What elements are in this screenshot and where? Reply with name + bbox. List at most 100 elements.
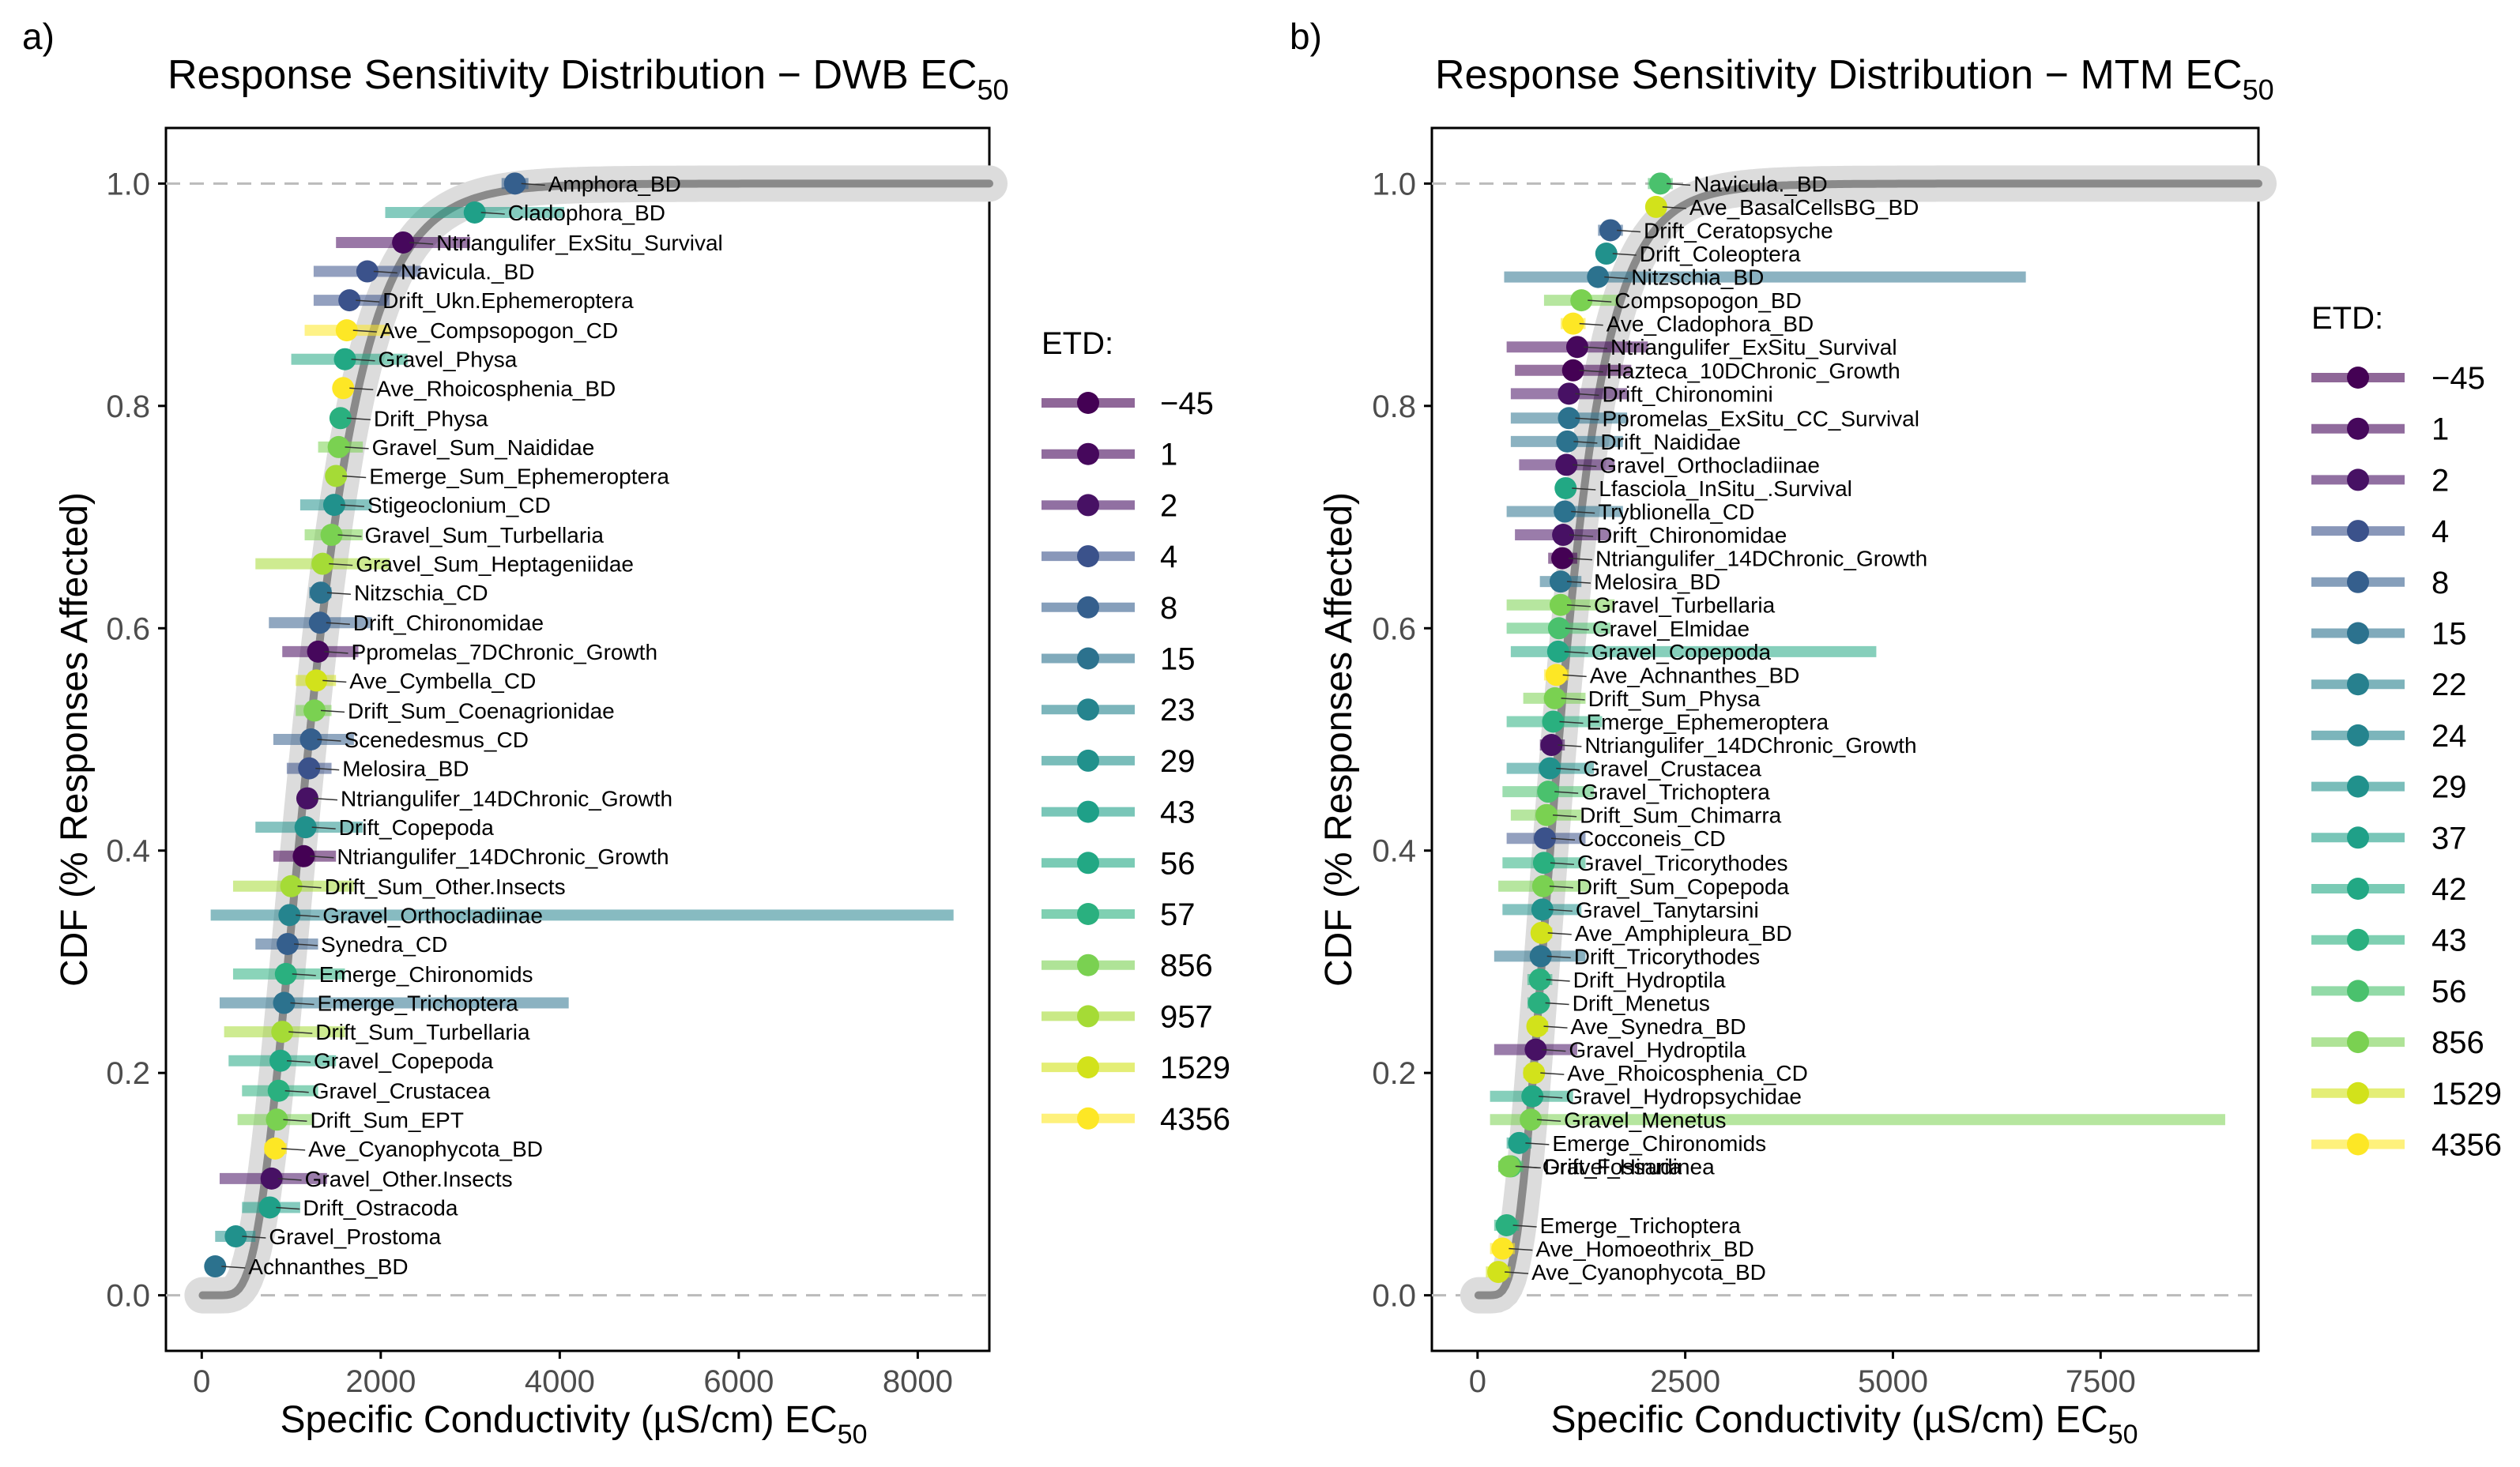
panel-a-y-axis: 0.0 0.2 0.4 0.6 0.8 1.0 xyxy=(106,167,166,1314)
label-leader-line xyxy=(313,797,338,801)
label-leader-line xyxy=(286,1059,311,1063)
point-label: Ave_Rhoicosphenia_BD xyxy=(376,376,616,401)
point-label: Gravel_Hydropsychidae xyxy=(1565,1085,1802,1109)
legend-swatch-point xyxy=(2347,724,2369,747)
panel-b-xlabel-main: Specific Conductivity (µS/cm) EC xyxy=(1551,1399,2108,1441)
data-point xyxy=(1528,968,1551,991)
panel-b-x-axis: 0 2500 5000 7500 xyxy=(1469,1351,2136,1399)
label-leader-line xyxy=(337,534,362,537)
legend-swatch-point xyxy=(1077,596,1099,619)
data-point xyxy=(1535,803,1558,826)
y-tick-label: 1.0 xyxy=(106,167,150,201)
label-leader-line xyxy=(373,270,397,274)
legend-label: 15 xyxy=(2431,617,2467,652)
data-point xyxy=(1552,524,1575,547)
point-label: Stigeoclonium_CD xyxy=(367,493,551,517)
point-label: Drift_Ostracoda xyxy=(303,1195,458,1220)
legend-label: 4356 xyxy=(1160,1102,1230,1137)
x-tick-label: 0 xyxy=(1469,1364,1486,1399)
legend-label: 29 xyxy=(2431,770,2467,805)
legend-swatch-point xyxy=(2347,826,2369,849)
data-point xyxy=(1508,1131,1531,1154)
data-point xyxy=(309,581,332,604)
point-label: Ave_Synedra_BD xyxy=(1571,1014,1746,1039)
point-label: Cladophora_BD xyxy=(508,201,665,225)
label-leader-line xyxy=(480,212,505,215)
point-label: Gravel_Sum_Naididae xyxy=(372,435,595,460)
label-leader-line xyxy=(351,358,375,362)
data-point xyxy=(1595,243,1618,265)
point-label: Navicula._BD xyxy=(1693,171,1828,196)
point-label: Ave_Compsopogon_CD xyxy=(380,318,618,343)
point-label: Drift_Coleoptera xyxy=(1640,242,1801,266)
x-tick-label: 7500 xyxy=(2066,1364,2136,1399)
label-leader-line xyxy=(315,767,340,771)
legend-label: 957 xyxy=(1160,999,1213,1034)
point-label: Ave_Cyanophycota_BD xyxy=(1531,1260,1766,1285)
point-label: Drift_Chironomidae xyxy=(353,611,544,635)
legend-label: −45 xyxy=(1160,386,1214,421)
point-label: Ave_Amphipleura_BD xyxy=(1575,921,1792,946)
legend-label: 56 xyxy=(2431,974,2467,1009)
data-point xyxy=(335,319,358,342)
point-label: Ntriangulifer_14DChronic_Growth xyxy=(341,787,672,811)
label-leader-line xyxy=(409,242,434,245)
legend-label: 4 xyxy=(2431,514,2449,549)
data-point xyxy=(356,260,379,283)
data-point xyxy=(280,875,303,897)
point-label: Drift_Sum_Copepoda xyxy=(1576,875,1790,899)
label-leader-line xyxy=(1525,1142,1550,1145)
legend-label: 57 xyxy=(1160,897,1196,932)
x-tick-label: 2000 xyxy=(345,1364,416,1399)
legend-swatch-point xyxy=(1077,1107,1099,1130)
panel-b-plot-border xyxy=(1430,126,2260,1352)
label-leader-line xyxy=(311,826,336,829)
legend-label: 8 xyxy=(1160,591,1177,626)
data-point xyxy=(1521,1085,1544,1108)
label-leader-line xyxy=(329,562,353,566)
data-point xyxy=(267,1079,290,1102)
point-label: Gravel_Hirudinea xyxy=(1543,1154,1715,1179)
point-label: Amphora_BD xyxy=(548,171,681,196)
legend-swatch-point xyxy=(1077,1056,1099,1079)
label-leader-line xyxy=(1553,814,1577,818)
data-point xyxy=(1491,1237,1514,1260)
label-leader-line xyxy=(1515,1165,1539,1169)
legend-label: 4 xyxy=(1160,540,1177,574)
panel-a-title: Response Sensitivity Distribution − DWB … xyxy=(168,52,1009,106)
label-leader-line xyxy=(1566,604,1591,607)
data-point xyxy=(292,844,315,867)
legend-swatch-point xyxy=(1077,749,1099,772)
data-point xyxy=(204,1255,227,1278)
x-tick-label: 4000 xyxy=(525,1364,595,1399)
legend-swatch-point xyxy=(1077,698,1099,721)
data-point xyxy=(1565,336,1588,359)
data-point xyxy=(392,231,415,254)
panel-b-title-sub: 50 xyxy=(2243,73,2274,106)
label-leader-line xyxy=(276,1206,300,1210)
point-label: Gravel_Prostoma xyxy=(269,1224,441,1249)
point-label: Ntriangulifer_14DChronic_Growth xyxy=(1595,547,1927,571)
point-label: Ntriangulifer_14DChronic_Growth xyxy=(337,844,669,869)
data-point xyxy=(294,816,317,839)
data-point xyxy=(1599,219,1622,242)
legend-label: 856 xyxy=(2431,1025,2484,1060)
label-leader-line xyxy=(1571,510,1595,514)
label-leader-line xyxy=(317,739,341,742)
data-point xyxy=(1540,734,1563,757)
point-label: Emerge_Ephemeroptera xyxy=(1586,709,1829,734)
label-leader-line xyxy=(1588,299,1612,303)
data-point xyxy=(503,172,526,195)
panel-a-x-axis-label: Specific Conductivity (µS/cm) EC50 xyxy=(281,1399,868,1450)
legend-swatch-point xyxy=(2347,417,2369,440)
legend-swatch-point xyxy=(1077,392,1099,414)
x-tick-label: 6000 xyxy=(703,1364,774,1399)
legend-label: 42 xyxy=(2431,872,2467,907)
label-leader-line xyxy=(1546,955,1571,959)
data-point xyxy=(224,1225,247,1248)
label-leader-line xyxy=(1509,1247,1533,1251)
legend-label: 4356 xyxy=(2431,1128,2502,1163)
legend-swatch-point xyxy=(1077,1005,1099,1028)
data-point xyxy=(1543,686,1566,709)
